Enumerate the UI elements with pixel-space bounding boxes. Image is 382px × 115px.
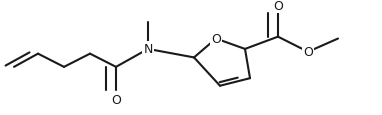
Text: O: O	[111, 94, 121, 106]
Text: O: O	[273, 0, 283, 13]
Text: O: O	[303, 46, 313, 59]
Text: N: N	[143, 43, 153, 56]
Text: O: O	[211, 33, 221, 46]
